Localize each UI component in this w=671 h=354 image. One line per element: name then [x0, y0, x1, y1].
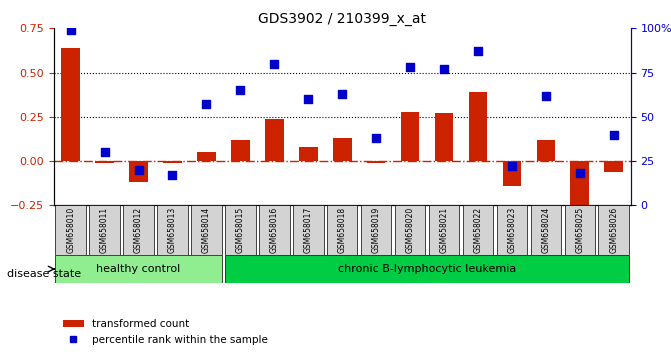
FancyBboxPatch shape [497, 205, 527, 255]
Text: GSM658019: GSM658019 [372, 207, 380, 253]
Text: GSM658018: GSM658018 [338, 207, 347, 253]
Point [235, 87, 246, 93]
Bar [468, 92, 487, 161]
FancyBboxPatch shape [361, 205, 391, 255]
Point [439, 66, 450, 72]
Bar [130, 161, 148, 182]
Bar [197, 152, 216, 161]
Text: GSM658025: GSM658025 [575, 207, 584, 253]
FancyBboxPatch shape [191, 205, 221, 255]
Text: GSM658021: GSM658021 [440, 207, 448, 253]
FancyBboxPatch shape [327, 205, 358, 255]
FancyBboxPatch shape [225, 205, 256, 255]
Text: GSM658012: GSM658012 [134, 207, 143, 253]
Text: GSM658011: GSM658011 [100, 207, 109, 253]
FancyBboxPatch shape [293, 205, 323, 255]
Legend: transformed count, percentile rank within the sample: transformed count, percentile rank withi… [59, 315, 272, 349]
FancyBboxPatch shape [89, 205, 120, 255]
FancyBboxPatch shape [225, 255, 629, 283]
Bar [95, 161, 114, 163]
Point [541, 93, 552, 98]
FancyBboxPatch shape [463, 205, 493, 255]
Text: GSM658022: GSM658022 [474, 207, 482, 253]
Bar [605, 161, 623, 172]
Text: healthy control: healthy control [97, 264, 180, 274]
Bar [537, 140, 555, 161]
Text: GSM658020: GSM658020 [405, 207, 415, 253]
Point [167, 172, 178, 178]
Bar [570, 161, 589, 214]
Bar [367, 161, 386, 163]
Bar [435, 113, 454, 161]
FancyBboxPatch shape [531, 205, 561, 255]
FancyBboxPatch shape [564, 205, 595, 255]
Point [337, 91, 348, 97]
Bar [503, 161, 521, 186]
Point [133, 167, 144, 173]
Bar [333, 138, 352, 161]
Point [269, 61, 280, 67]
Text: GSM658017: GSM658017 [304, 207, 313, 253]
Bar [265, 119, 284, 161]
Text: GSM658014: GSM658014 [202, 207, 211, 253]
Text: GSM658015: GSM658015 [236, 207, 245, 253]
Text: GSM658013: GSM658013 [168, 207, 177, 253]
FancyBboxPatch shape [599, 205, 629, 255]
Point [405, 64, 415, 70]
Text: GSM658023: GSM658023 [507, 207, 517, 253]
Point [371, 135, 382, 141]
Text: GSM658024: GSM658024 [541, 207, 550, 253]
Point [609, 132, 619, 137]
FancyBboxPatch shape [259, 205, 290, 255]
FancyBboxPatch shape [429, 205, 460, 255]
Point [99, 149, 110, 155]
FancyBboxPatch shape [395, 205, 425, 255]
Text: chronic B-lymphocytic leukemia: chronic B-lymphocytic leukemia [338, 264, 516, 274]
Bar [299, 147, 317, 161]
Bar [163, 161, 182, 163]
Point [65, 27, 76, 33]
Title: GDS3902 / 210399_x_at: GDS3902 / 210399_x_at [258, 12, 426, 26]
Point [472, 48, 483, 54]
Bar [401, 112, 419, 161]
FancyBboxPatch shape [56, 255, 221, 283]
Point [303, 96, 313, 102]
Text: disease state: disease state [7, 269, 81, 279]
FancyBboxPatch shape [123, 205, 154, 255]
FancyBboxPatch shape [157, 205, 188, 255]
Point [507, 164, 517, 169]
Text: GSM658010: GSM658010 [66, 207, 75, 253]
Text: GSM658026: GSM658026 [609, 207, 618, 253]
Point [574, 171, 585, 176]
Bar [61, 48, 80, 161]
Point [201, 102, 212, 107]
Text: GSM658016: GSM658016 [270, 207, 279, 253]
FancyBboxPatch shape [56, 205, 86, 255]
Bar [231, 140, 250, 161]
